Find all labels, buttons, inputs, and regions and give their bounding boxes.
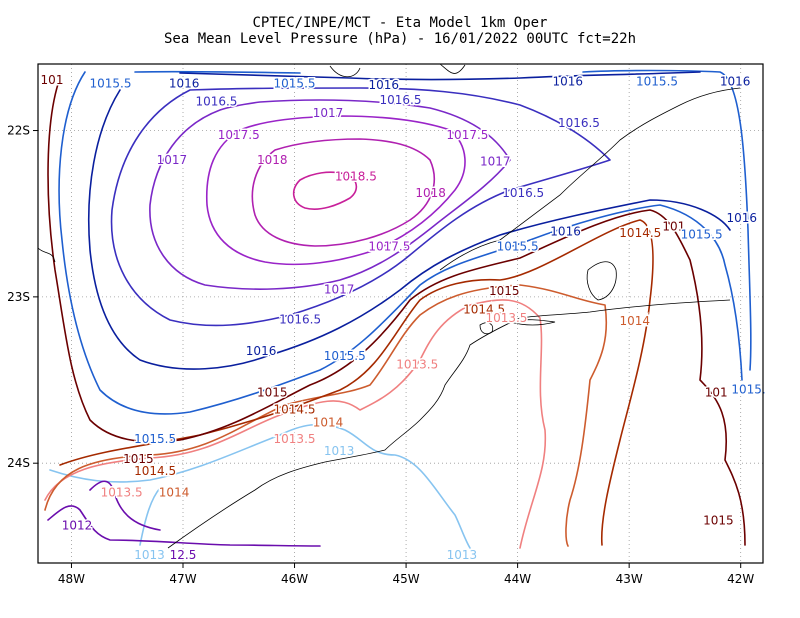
isobars: [44, 69, 752, 549]
isobar-label: 1015.5: [497, 239, 539, 253]
isobar-label: 1017.5: [218, 128, 260, 142]
coastline-main: [167, 299, 731, 549]
isobar-label: 1014: [313, 416, 344, 430]
x-tick-label: 47W: [169, 572, 196, 586]
isobar-label: 1016: [368, 78, 399, 92]
isobar-1012-5: [47, 505, 321, 547]
isobar-1018: [251, 138, 435, 247]
isobar-label: 1016.5: [195, 95, 237, 109]
isobar-label: 1012: [62, 519, 93, 533]
isobar-label: 1015: [703, 514, 734, 528]
isobar-1012-5-west: [89, 480, 161, 531]
map-title-line2: Sea Mean Level Pressure (hPa) - 16/01/20…: [164, 31, 636, 47]
isobar-label: 1017.5: [368, 239, 410, 253]
isobar-1013: [49, 423, 471, 549]
isobar-label: 1017: [480, 154, 511, 168]
isobar-label: 101: [705, 386, 728, 400]
isobar-label: 12.5: [170, 548, 197, 562]
isobar-label: 1014: [619, 314, 650, 328]
coast-island: [479, 322, 494, 335]
isobar-label: 1016.5: [558, 116, 600, 130]
x-tick-label: 48W: [58, 572, 85, 586]
map-frame: [37, 63, 764, 564]
isobar-label: 1016.5: [279, 312, 321, 326]
x-tick-label: 46W: [281, 572, 308, 586]
isobar-label: 1015.5: [324, 349, 366, 363]
isobar-label: 1013.5: [101, 485, 143, 499]
x-tick-label: 42W: [727, 572, 754, 586]
lat-lon-grid: [38, 64, 763, 563]
isobar-label: 1016: [550, 224, 581, 238]
isobar-labels: 101 1015.5 1016 1015.5 1016 1016 1015.5 1016101…: [39, 71, 767, 563]
isobar-1015-5-north: [134, 70, 301, 74]
isobar-label: 1016: [727, 211, 758, 225]
isobar-label: 1016.5: [502, 186, 544, 200]
isobar-label: 1015.: [731, 382, 765, 396]
isobar-label: 1013: [134, 548, 165, 562]
isobar-label: 101: [662, 219, 685, 233]
x-tick-label: 45W: [393, 572, 420, 586]
isobar-1018-5: [292, 171, 358, 210]
isobar-label: 1017: [157, 153, 188, 167]
isobar-label: 1013.5: [485, 311, 527, 325]
isobar-label: 1014.5: [463, 303, 505, 317]
isobar-label: 1016: [169, 76, 200, 90]
isobar-1014: [44, 284, 608, 547]
isobar-label: 1015.5: [636, 75, 678, 89]
isobar-1017: [149, 99, 511, 290]
isobar-label: 1015.5: [274, 76, 316, 90]
isobar-label: 1018: [415, 186, 446, 200]
isobar-label: 1015: [257, 386, 288, 400]
isobar-1014-5: [59, 219, 654, 546]
map-title-line1: CPTEC/INPE/MCT - Eta Model 1km Oper: [252, 15, 547, 31]
isobar-label: 1014.5: [134, 464, 176, 478]
isobar-label: 1013.5: [396, 357, 438, 371]
coast-north: [329, 63, 466, 78]
isobar-1013-east: [139, 487, 161, 546]
isobar-label: 1015.5: [90, 76, 132, 90]
isobar-label: 1013: [447, 548, 478, 562]
isobar-label: 1016.5: [380, 93, 422, 107]
coastline: [37, 63, 741, 549]
isobar-label: 1015: [489, 284, 520, 298]
isobar-label: 1013.5: [274, 432, 316, 446]
isobar-1015-5: [58, 69, 752, 415]
isobar-label: 1015: [123, 452, 154, 466]
isobar-label: 1018: [257, 153, 288, 167]
isobar-1013-5: [44, 299, 547, 549]
coast-west-edge: [37, 247, 56, 263]
isobar-label: 1016: [246, 344, 277, 358]
isobar-1017-5: [205, 115, 466, 266]
isobar-1016: [87, 71, 731, 370]
y-tick-label: 22S: [7, 124, 30, 138]
isobar-label: 101: [41, 73, 64, 87]
isobar-label: 1017.5: [446, 128, 488, 142]
isobar-label: 1013: [324, 444, 355, 458]
axis-ticks: 48W 47W 46W 45W 44W 43W 42W 22S 23S 24S: [7, 124, 754, 586]
coast-isle-grande: [508, 319, 556, 326]
isobar-label: 1015.5: [681, 228, 723, 242]
isobar-label: 1016: [553, 75, 584, 89]
y-tick-label: 23S: [7, 290, 30, 304]
isobar-label: 1015.5: [134, 432, 176, 446]
isobar-label: 1014.5: [274, 402, 316, 416]
isobar-label: 1014: [159, 485, 190, 499]
isobar-1016-5: [110, 87, 611, 327]
isobar-label: 1017: [313, 106, 344, 120]
y-tick-label: 24S: [7, 456, 30, 470]
isobar-label: 1018.5: [335, 169, 377, 183]
isobar-label: 1016: [720, 75, 751, 89]
isobar-label: 1014.5: [619, 226, 661, 240]
coast-lake: [586, 261, 617, 301]
x-tick-label: 44W: [504, 572, 531, 586]
isobar-1015: [47, 77, 746, 546]
isobar-label: 1017: [324, 283, 355, 297]
coastline-bay: [439, 87, 741, 271]
x-tick-label: 43W: [616, 572, 643, 586]
